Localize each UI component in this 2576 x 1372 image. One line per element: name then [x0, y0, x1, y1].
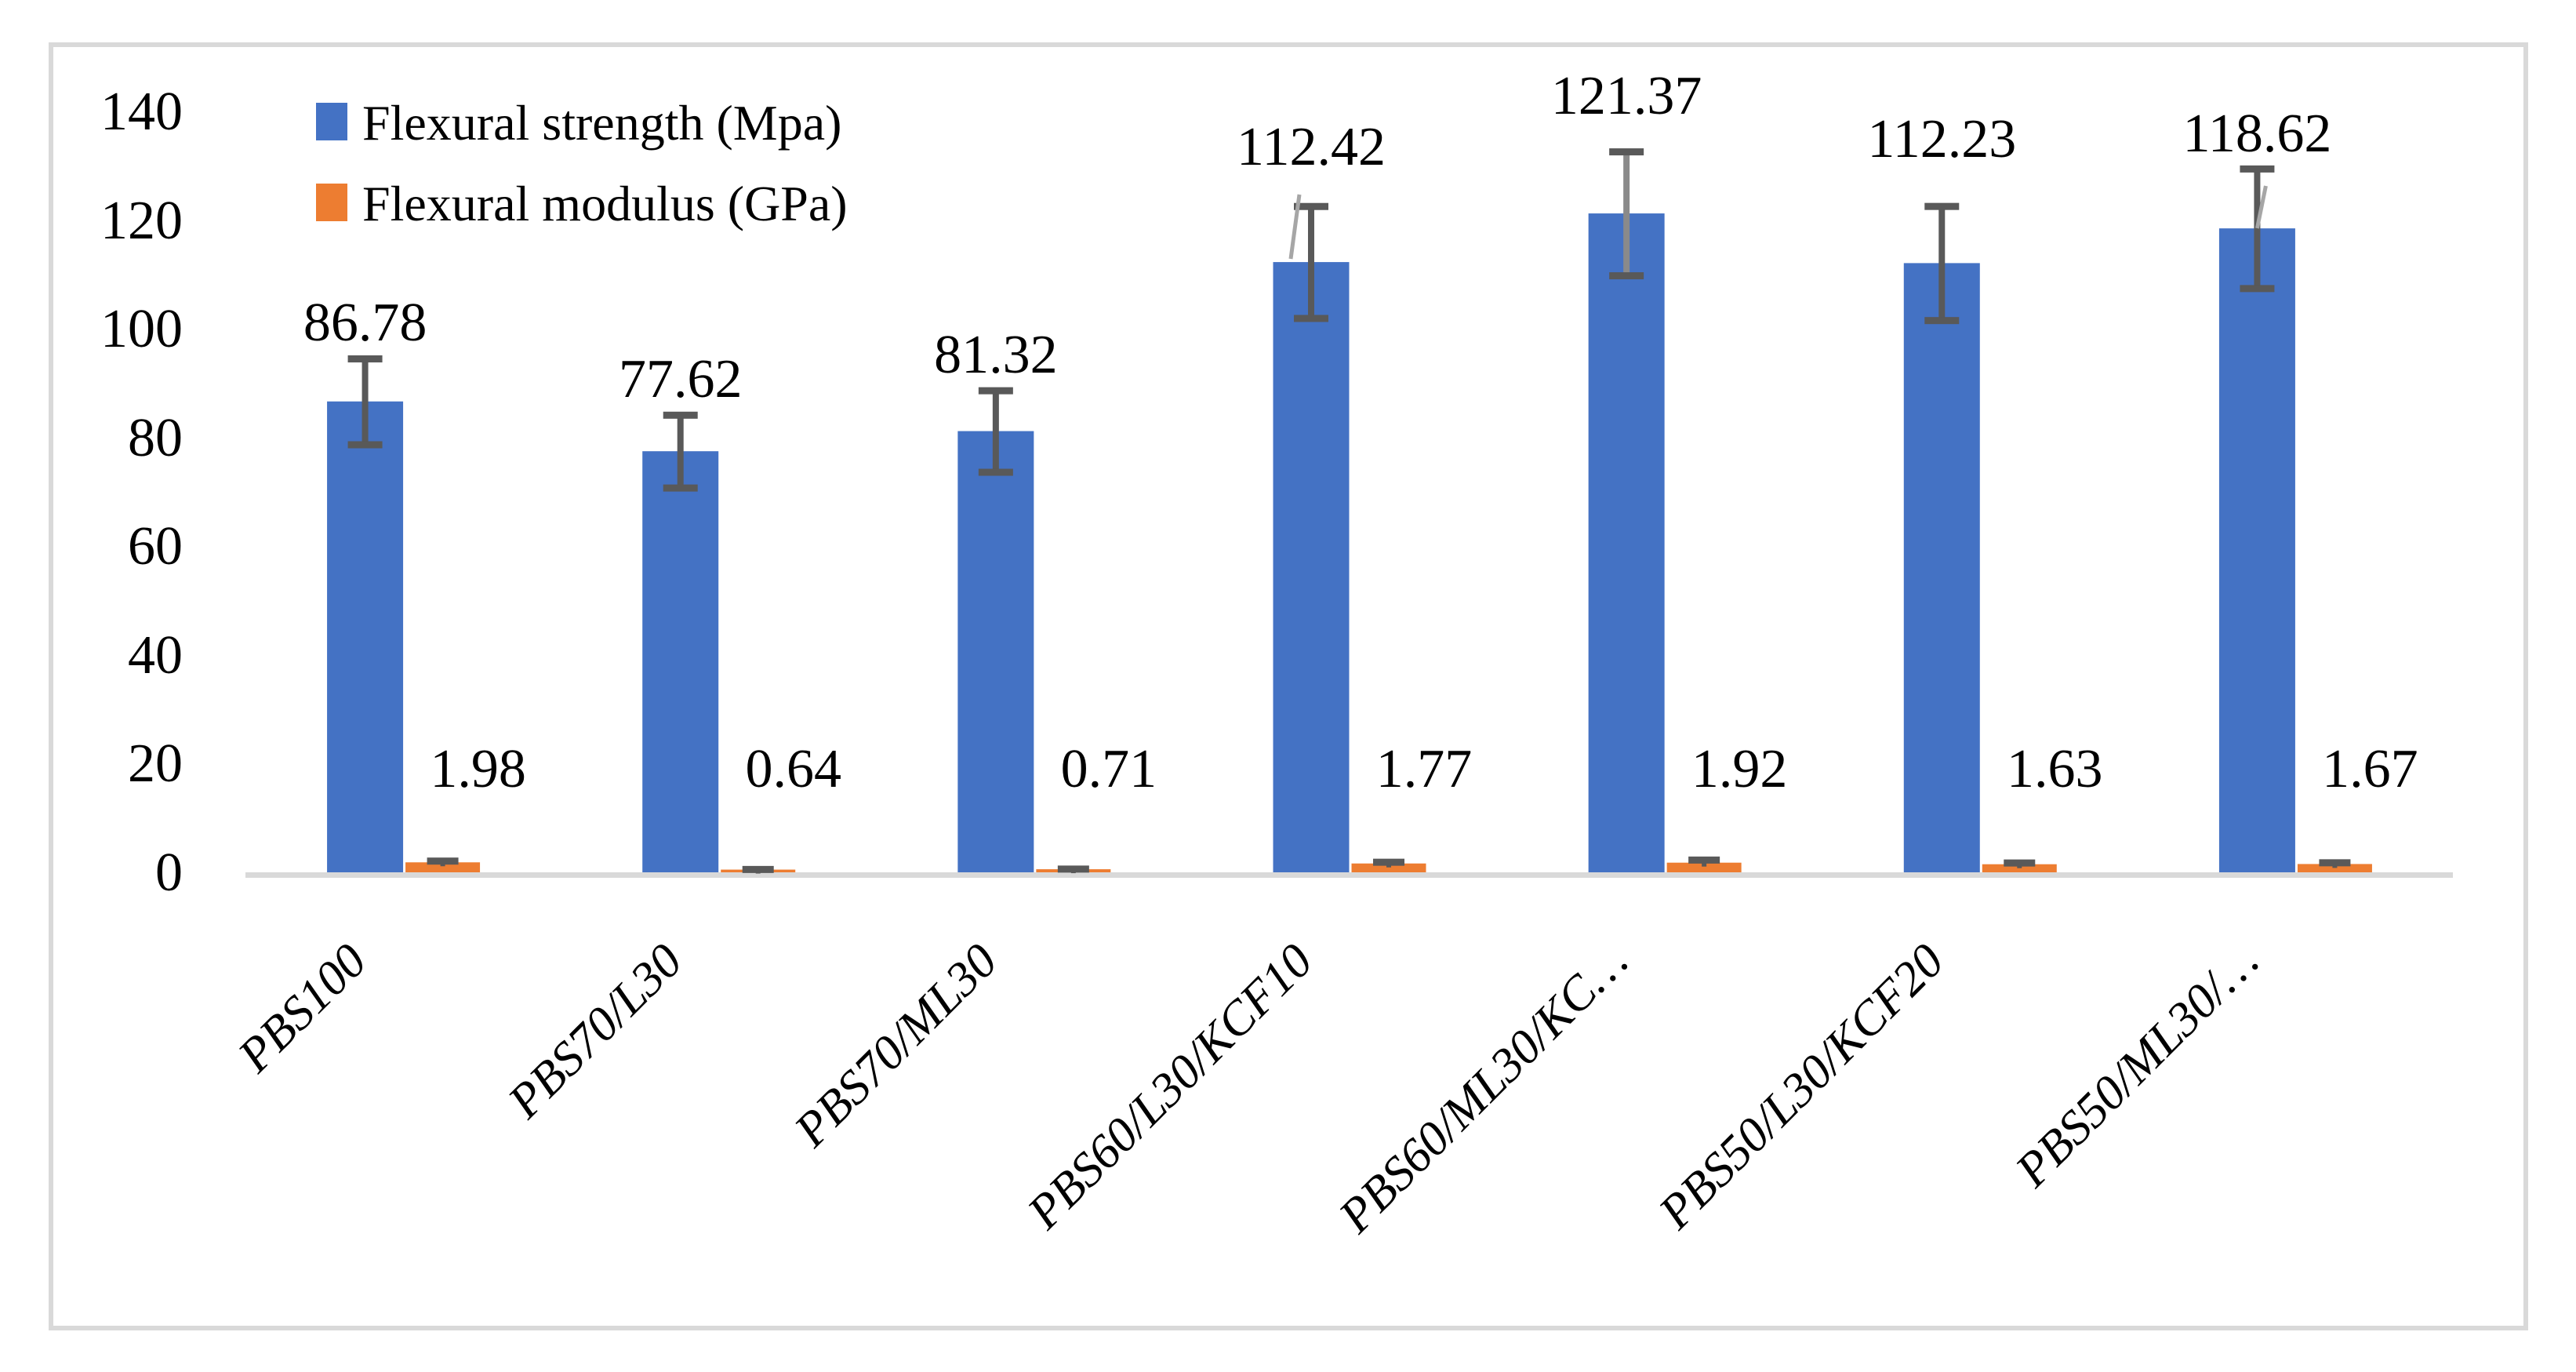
label-leader-line — [2254, 185, 2268, 229]
y-tick-label: 0 — [155, 842, 183, 903]
value-label-flexural-modulus: 0.71 — [1060, 739, 1157, 799]
bar-flexural-modulus — [1982, 864, 2057, 872]
bar-flexural-modulus — [1666, 862, 1742, 872]
bar-flexural-modulus — [405, 862, 481, 872]
bar-flexural-modulus — [1351, 863, 1426, 872]
error-bar-cap — [1294, 202, 1328, 210]
y-tick-label: 140 — [100, 82, 183, 142]
value-label-flexural-modulus: 1.77 — [1375, 739, 1473, 799]
legend-swatch-flexural-strength — [316, 103, 347, 140]
error-bar-cap — [2004, 859, 2036, 867]
error-bar-cap — [2240, 165, 2275, 173]
error-bar-cap — [1609, 148, 1644, 156]
y-tick-label: 40 — [128, 625, 183, 686]
error-bar-cap — [1373, 858, 1404, 866]
bar-flexural-strength — [327, 401, 404, 872]
value-label-flexural-strength: 86.78 — [303, 293, 427, 353]
error-bar-cap — [1609, 272, 1644, 280]
bar-flexural-strength — [1903, 263, 1980, 872]
error-bar-cap — [427, 857, 459, 865]
bar-flexural-strength — [1273, 262, 1350, 873]
value-label-flexural-modulus: 1.63 — [2007, 739, 2103, 799]
y-tick-label: 80 — [128, 408, 183, 468]
value-label-flexural-strength: 121.37 — [1550, 66, 1702, 126]
label-leader-line — [1288, 194, 1302, 260]
y-tick-label: 60 — [128, 516, 183, 577]
error-bar-cap — [1924, 317, 1960, 325]
value-label-flexural-strength: 112.42 — [1237, 117, 1386, 177]
legend-label-flexural-modulus: Flexural modulus (GPa) — [362, 176, 848, 231]
error-bar-cap — [2319, 859, 2351, 867]
error-bar-cap — [742, 865, 774, 873]
error-bar-cap — [1688, 856, 1720, 864]
bar-flexural-strength — [2218, 228, 2295, 873]
legend-label-flexural-strength: Flexural strength (Mpa) — [362, 95, 842, 151]
error-bar-cap — [2240, 285, 2275, 293]
error-bar-cap — [1057, 865, 1089, 873]
error-bar-cap — [978, 387, 1013, 395]
error-bar-cap — [347, 441, 383, 449]
error-bar-cap — [347, 355, 383, 363]
value-label-flexural-strength: 81.32 — [934, 325, 1058, 385]
legend-swatch-flexural-modulus — [316, 184, 347, 221]
value-label-flexural-strength: 112.23 — [1867, 109, 2017, 169]
value-label-flexural-strength: 118.62 — [2182, 104, 2332, 164]
value-label-flexural-modulus: 0.64 — [745, 739, 841, 799]
value-label-flexural-modulus: 1.67 — [2322, 739, 2418, 799]
y-tick-label: 20 — [128, 733, 183, 794]
y-tick-label: 100 — [100, 299, 183, 359]
error-bar-cap — [1924, 202, 1960, 210]
value-label-flexural-strength: 77.62 — [618, 349, 743, 409]
bar-flexural-strength — [642, 451, 719, 872]
bar-flexural-modulus — [2297, 864, 2372, 872]
bar-flexural-strength — [957, 431, 1034, 872]
value-label-flexural-modulus: 1.92 — [1691, 739, 1788, 799]
bar-flexural-strength — [1588, 213, 1665, 872]
x-axis-line — [245, 872, 2453, 878]
value-label-flexural-modulus: 1.98 — [430, 739, 526, 799]
error-bar-cap — [978, 468, 1013, 476]
y-tick-label: 120 — [100, 191, 183, 251]
error-bar-cap — [663, 484, 698, 492]
error-bar-cap — [1294, 315, 1328, 322]
error-bar-cap — [663, 411, 698, 419]
